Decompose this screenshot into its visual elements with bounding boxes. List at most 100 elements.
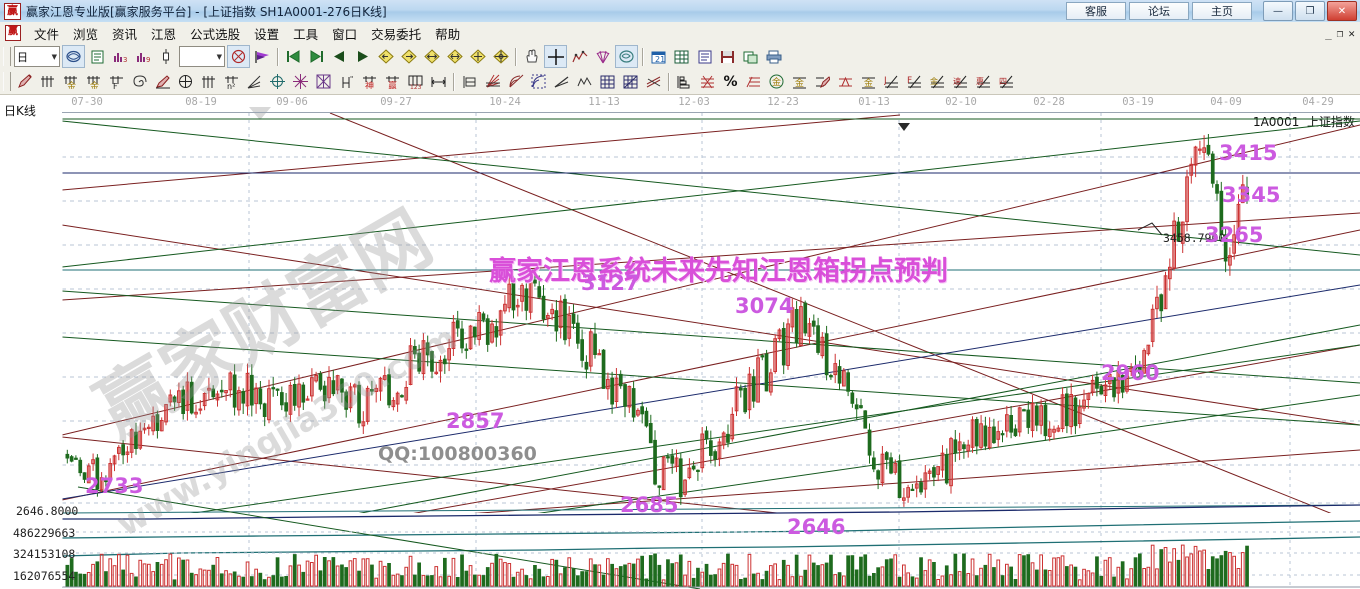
hand-tool-icon[interactable] bbox=[521, 46, 542, 67]
menu-item-tools[interactable]: 工具 bbox=[293, 26, 319, 42]
chart-style-icon[interactable] bbox=[62, 45, 85, 68]
target-icon[interactable] bbox=[267, 71, 288, 92]
spiral-icon[interactable] bbox=[129, 71, 150, 92]
crosshair-icon[interactable] bbox=[544, 45, 567, 68]
percent-cross-icon[interactable] bbox=[697, 71, 718, 92]
marker-icon[interactable] bbox=[152, 71, 173, 92]
calendar-icon[interactable]: 21 bbox=[648, 46, 669, 67]
measure-icon[interactable] bbox=[428, 71, 449, 92]
forum-button[interactable]: 论坛 bbox=[1129, 2, 1189, 20]
mdi-restore-button[interactable]: ❐ bbox=[1336, 26, 1344, 40]
svg-text:金: 金 bbox=[90, 80, 99, 89]
menu-item-help[interactable]: 帮助 bbox=[435, 26, 461, 42]
document-icon[interactable] bbox=[694, 46, 715, 67]
homepage-button[interactable]: 主页 bbox=[1192, 2, 1252, 20]
zoom-in-icon[interactable] bbox=[421, 46, 442, 67]
prev-icon[interactable] bbox=[329, 46, 350, 67]
expand-icon[interactable] bbox=[467, 46, 488, 67]
toolbar-grip[interactable] bbox=[3, 47, 11, 66]
zoom-out-icon[interactable] bbox=[444, 46, 465, 67]
svg-text:四: 四 bbox=[999, 77, 1007, 86]
hprime-icon[interactable]: " bbox=[336, 71, 357, 92]
parallel-icon[interactable] bbox=[643, 71, 664, 92]
hui-lines-icon[interactable]: 惠 bbox=[973, 71, 994, 92]
trend-line-icon[interactable] bbox=[551, 71, 572, 92]
fit-icon[interactable] bbox=[490, 46, 511, 67]
starburst-icon[interactable] bbox=[290, 71, 311, 92]
chart-canvas[interactable]: 07-30 08-19 09-06 09-27 10-24 11-13 12-0… bbox=[0, 95, 1360, 589]
candlestick-style-select[interactable]: ▼ bbox=[179, 46, 225, 67]
menu-item-settings[interactable]: 设置 bbox=[254, 26, 280, 42]
menu-item-news[interactable]: 资讯 bbox=[112, 26, 138, 42]
gann-f-icon[interactable]: F bbox=[106, 71, 127, 92]
shen-icon[interactable]: 神 bbox=[359, 71, 380, 92]
minimize-button[interactable]: — bbox=[1263, 1, 1293, 21]
f-lines-icon[interactable]: F bbox=[904, 71, 925, 92]
gold-circle-icon[interactable]: 金 bbox=[766, 71, 787, 92]
zigzag-icon[interactable] bbox=[574, 71, 595, 92]
box-icon[interactable] bbox=[459, 71, 480, 92]
grid-lines-icon[interactable] bbox=[198, 71, 219, 92]
bar-chart-3-icon[interactable]: 3 bbox=[110, 46, 131, 67]
mdi-minimize-button[interactable]: _ bbox=[1325, 26, 1332, 40]
si-lines-icon[interactable]: 四 bbox=[996, 71, 1017, 92]
x-tick: 11-13 bbox=[588, 96, 620, 108]
customer-service-button[interactable]: 客服 bbox=[1066, 2, 1126, 20]
grid-square2-icon[interactable] bbox=[620, 71, 641, 92]
menu-item-file[interactable]: 文件 bbox=[34, 26, 60, 42]
gann-gold-1-icon[interactable]: 金 bbox=[60, 71, 81, 92]
gold-lines-icon[interactable]: 金 bbox=[789, 71, 810, 92]
last-page-icon[interactable] bbox=[306, 46, 327, 67]
su-lines-icon[interactable]: 速 bbox=[950, 71, 971, 92]
arrow-lines-icon[interactable] bbox=[835, 71, 856, 92]
first-page-icon[interactable] bbox=[283, 46, 304, 67]
period-select[interactable]: 日 ▼ bbox=[14, 46, 60, 67]
zoom-left-icon[interactable] bbox=[375, 46, 396, 67]
web-icon[interactable] bbox=[313, 71, 334, 92]
restore-button[interactable]: ❐ bbox=[1295, 1, 1325, 21]
bar-chart-9-icon[interactable]: 9 bbox=[133, 46, 154, 67]
brain-icon[interactable] bbox=[615, 45, 638, 68]
angle-icon[interactable] bbox=[244, 71, 265, 92]
close-button[interactable]: ✕ bbox=[1327, 1, 1357, 21]
circle-grid-icon[interactable] bbox=[175, 71, 196, 92]
toolbar-grip[interactable] bbox=[3, 72, 11, 91]
volume-grid bbox=[62, 531, 1360, 576]
gann-grid-icon[interactable] bbox=[37, 71, 58, 92]
zoom-right-icon[interactable] bbox=[398, 46, 419, 67]
next-icon[interactable] bbox=[352, 46, 373, 67]
print-icon[interactable] bbox=[763, 46, 784, 67]
menu-item-browse[interactable]: 浏览 bbox=[73, 26, 99, 42]
report-icon[interactable] bbox=[87, 46, 108, 67]
pencil-tool-icon[interactable] bbox=[14, 71, 35, 92]
flag-icon[interactable] bbox=[252, 46, 273, 67]
polyline-icon[interactable] bbox=[569, 46, 590, 67]
gann-lines-teal bbox=[61, 269, 1360, 514]
save-icon[interactable] bbox=[717, 46, 738, 67]
pct-lines-icon[interactable] bbox=[743, 71, 764, 92]
fan-lines-icon[interactable] bbox=[482, 71, 503, 92]
stair-icon[interactable] bbox=[674, 71, 695, 92]
fib-arc-icon[interactable] bbox=[528, 71, 549, 92]
gold2-icon[interactable]: 金 bbox=[858, 71, 879, 92]
gold-slash-icon[interactable]: 金 bbox=[927, 71, 948, 92]
square-n2-icon[interactable]: n² bbox=[221, 71, 242, 92]
menu-item-trade-order[interactable]: 交易委托 bbox=[371, 26, 422, 42]
candlestick-icon[interactable] bbox=[156, 46, 177, 67]
menu-item-formula-stock-pick[interactable]: 公式选股 bbox=[190, 26, 241, 42]
copy-icon[interactable] bbox=[740, 46, 761, 67]
ying-icon[interactable]: 赢 bbox=[382, 71, 403, 92]
j-lines-icon[interactable]: J bbox=[881, 71, 902, 92]
table-icon[interactable] bbox=[671, 46, 692, 67]
gann-gold-2-icon[interactable]: 金 bbox=[83, 71, 104, 92]
menu-item-gann[interactable]: 江恩 bbox=[151, 26, 177, 42]
indicator-icon[interactable] bbox=[227, 45, 250, 68]
mdi-close-button[interactable]: ✕ bbox=[1348, 26, 1355, 40]
percent-icon[interactable]: % bbox=[723, 73, 738, 90]
pen-lines-icon[interactable] bbox=[812, 71, 833, 92]
grid123-icon[interactable]: 123 bbox=[405, 71, 426, 92]
fan-icon[interactable] bbox=[592, 46, 613, 67]
grid-square-icon[interactable] bbox=[597, 71, 618, 92]
arc-fan-icon[interactable] bbox=[505, 71, 526, 92]
menu-item-window[interactable]: 窗口 bbox=[332, 26, 358, 42]
